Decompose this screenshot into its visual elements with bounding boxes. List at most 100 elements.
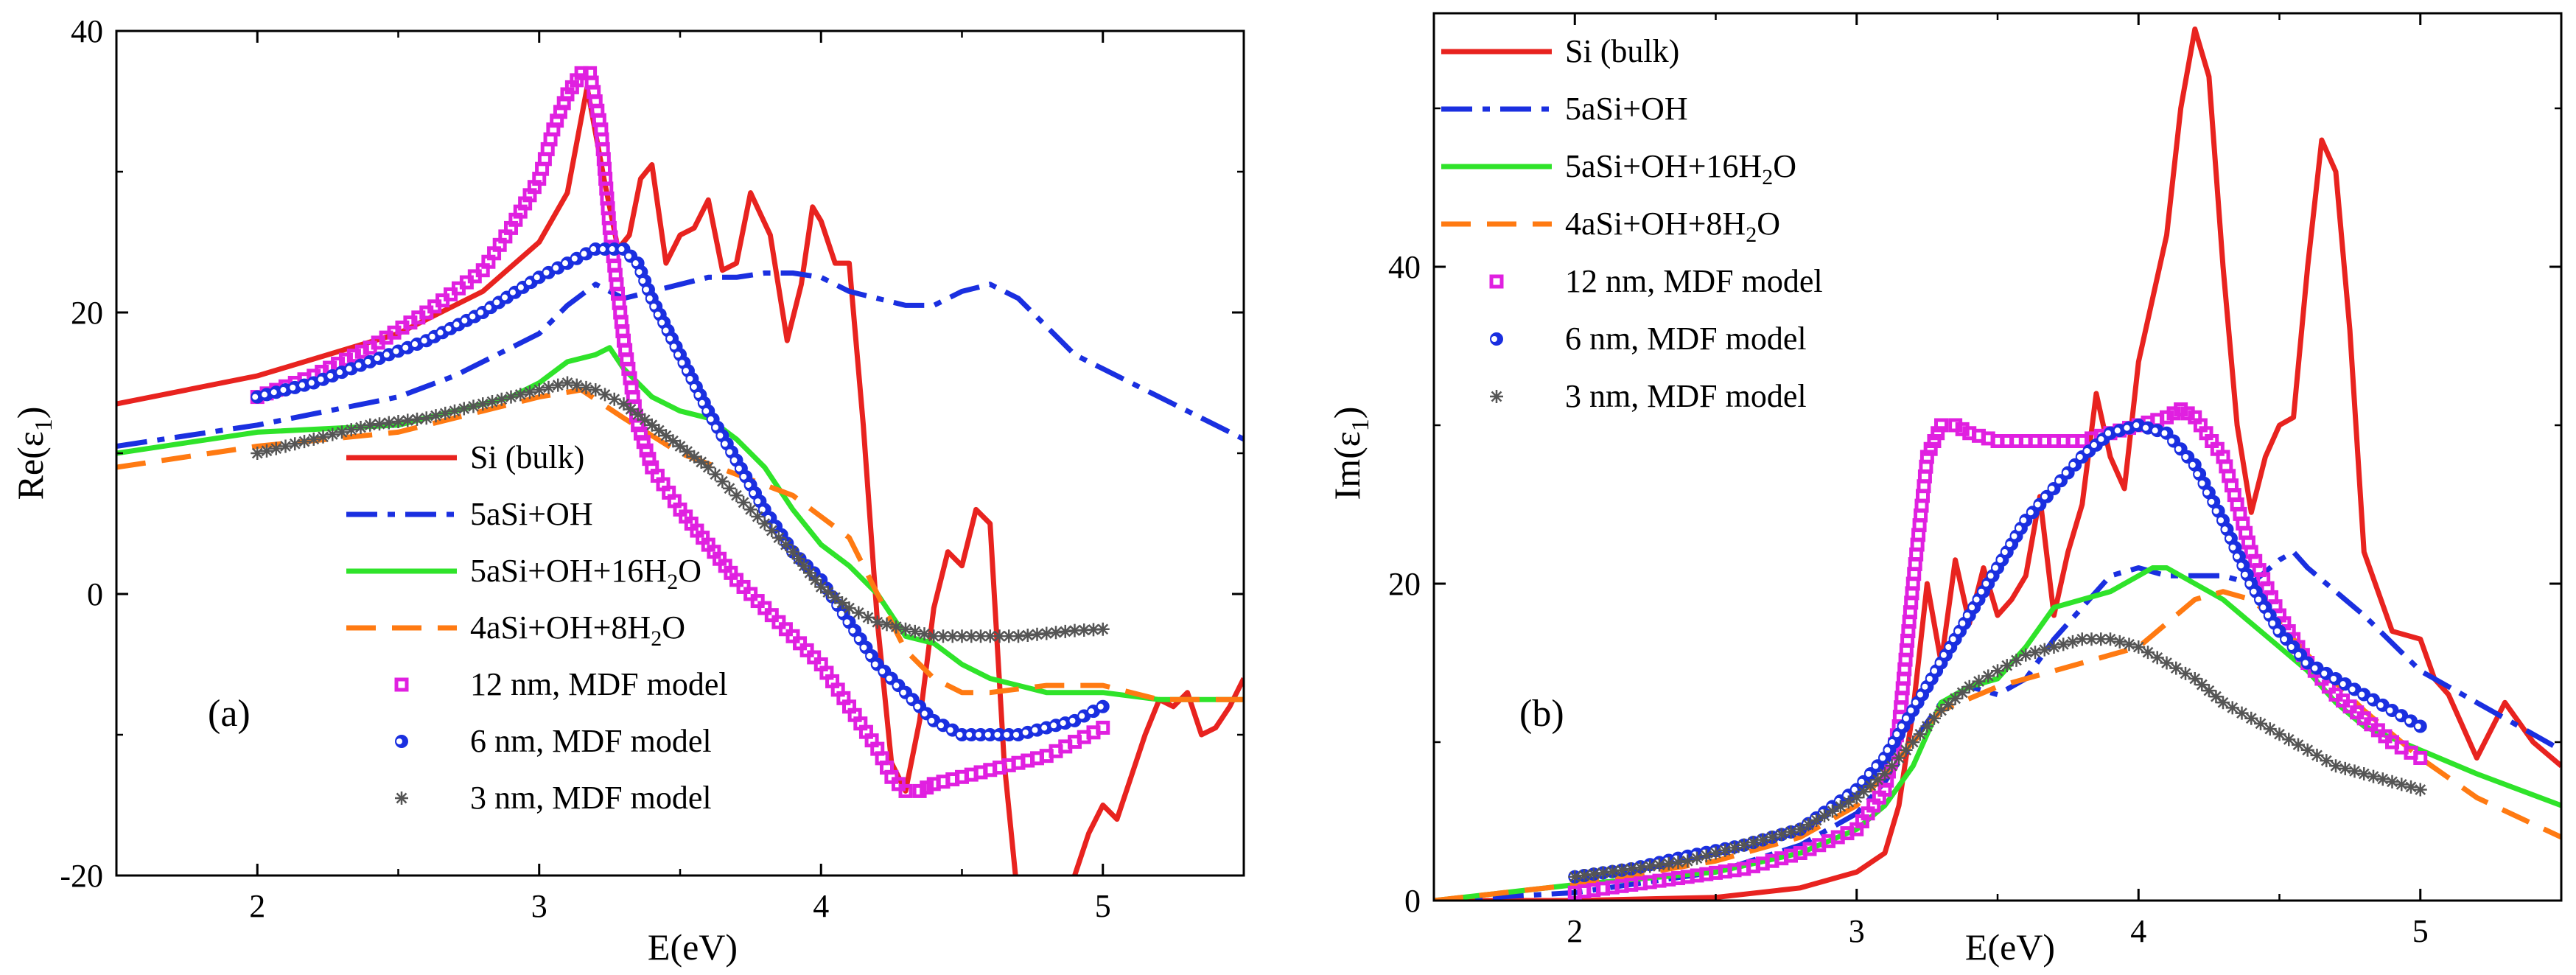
series-6-nm-mdf-model-point-highlight xyxy=(1872,763,1879,769)
series-6-nm-mdf-model-point-highlight xyxy=(421,338,427,344)
series-6-nm-mdf-model-point-highlight xyxy=(590,246,597,253)
series-3-nm-mdf-model-point xyxy=(1942,697,1956,711)
series-3-nm-mdf-model-point xyxy=(1699,849,1713,863)
series-6-nm-mdf-model-point-highlight xyxy=(1969,604,1975,611)
series-6-nm-mdf-model-point-highlight xyxy=(1936,660,1942,666)
series-3-nm-mdf-model-point xyxy=(680,444,694,458)
series-12-nm-mdf-model-point xyxy=(785,629,800,643)
series-3-nm-mdf-model-point xyxy=(2075,632,2089,646)
series-3-nm-mdf-model-point xyxy=(2357,767,2371,780)
series-6-nm-mdf-model-point-highlight xyxy=(1097,703,1104,710)
series-3-nm-mdf-model-point xyxy=(2132,640,2146,654)
series-3-nm-mdf-model-point xyxy=(814,580,828,594)
series-6-nm-mdf-model-point-highlight xyxy=(699,399,705,406)
series-3-nm-mdf-model-point xyxy=(917,627,931,641)
legend-entry-si-bulk: Si (bulk) xyxy=(1441,33,1679,69)
series-3-nm-mdf-model-point xyxy=(288,437,302,451)
series-6-nm-mdf-model-point-highlight xyxy=(437,329,444,336)
y-tick-label: 0 xyxy=(87,576,103,612)
series-6-nm-mdf-model-point-highlight xyxy=(721,441,728,447)
series-3-nm-mdf-model-point xyxy=(1040,626,1054,640)
y-axis-title: Im(ε1) xyxy=(1326,407,1374,500)
series-3-nm-mdf-model-point xyxy=(1068,623,1082,637)
series-12-nm-mdf-model-point xyxy=(736,579,751,594)
series-6-nm-mdf-model-point-highlight xyxy=(2288,644,2295,650)
legend-entry-5asi-oh-label: 5aSi+OH xyxy=(1565,91,1688,127)
series-6-nm-mdf-model-point-highlight xyxy=(502,294,508,301)
series-6-nm-mdf-model-point-highlight xyxy=(1013,732,1019,738)
series-6-nm-mdf-model-point-highlight xyxy=(872,661,878,668)
series-6-nm-mdf-model-point-highlight xyxy=(844,619,850,626)
series-6-nm-mdf-model-point-highlight xyxy=(2062,469,2069,476)
series-6-nm-mdf-model-point-highlight xyxy=(581,251,587,257)
series-4asi-oh-8h2o-line xyxy=(116,387,1244,702)
series-6-nm-mdf-model-point-highlight xyxy=(2339,681,2346,688)
series-6-nm-mdf-model-point-highlight xyxy=(1940,651,1947,658)
series-3-nm-mdf-model-point xyxy=(1030,627,1044,641)
series-6-nm-mdf-model-point-highlight xyxy=(1898,723,1905,730)
series-3-nm-mdf-model-point xyxy=(1671,856,1685,870)
series-3-nm-mdf-model-point xyxy=(1841,795,1855,809)
series-6-nm-mdf-model-point-highlight xyxy=(2015,525,2022,531)
series-si-bulk-line xyxy=(1434,27,2561,901)
series-3-nm-mdf-model-point xyxy=(2188,672,2202,685)
series-6-nm-mdf-model-point-highlight xyxy=(938,722,944,729)
series-3-nm-mdf-model-point xyxy=(659,429,673,443)
series-6-nm-mdf-model-point-highlight xyxy=(1880,755,1886,761)
series-12-nm-mdf-model xyxy=(250,66,1110,798)
series-12-nm-mdf-model-point xyxy=(2321,679,2336,694)
series-3-nm-mdf-model-point xyxy=(808,573,822,587)
series-3-nm-mdf-model-point xyxy=(1948,691,1962,705)
series-3-nm-mdf-model-point xyxy=(476,397,490,411)
x-axis-title: E(eV) xyxy=(648,926,738,968)
series-6-nm-mdf-model-point-highlight xyxy=(2105,430,2111,436)
series-3-nm-mdf-model-point xyxy=(1871,773,1885,787)
series-3-nm-mdf-model-point xyxy=(2122,637,2136,651)
series-3-nm-mdf-model-point xyxy=(1863,779,1877,793)
series-3-nm-mdf-model-point xyxy=(2047,640,2061,654)
series-5asi-oh xyxy=(1434,549,2561,901)
series-6-nm-mdf-model-point-highlight xyxy=(2056,478,2062,484)
series-6-nm-mdf-model-point-highlight xyxy=(984,732,991,738)
series-3-nm-mdf-model-point xyxy=(2169,661,2183,675)
series-6-nm-mdf-model-point-highlight xyxy=(717,433,724,439)
series-3-nm-mdf-model-point xyxy=(2376,772,2390,786)
series-12-nm-mdf-model-point xyxy=(2413,751,2428,765)
series-3-nm-mdf-model-point xyxy=(2254,716,2267,730)
legend-entry-12-nm-mdf-model-symbol xyxy=(394,677,409,692)
legend-entry-3-nm-mdf-model: 3 nm, MDF model xyxy=(1490,378,1807,414)
series-3-nm-mdf-model-point xyxy=(974,629,987,643)
series-3-nm-mdf-model-point xyxy=(993,629,1007,643)
series-3-nm-mdf-model-point xyxy=(2113,635,2127,649)
series-3-nm-mdf-model-point xyxy=(1825,804,1839,818)
series-6-nm-mdf-model-point-highlight xyxy=(741,473,747,480)
series-6-nm-mdf-model-point-highlight xyxy=(2124,424,2130,431)
series-6-nm-mdf-model-point-highlight xyxy=(2011,533,2017,539)
series-3-nm-mdf-model-point xyxy=(542,380,556,394)
legend: Si (bulk) 5aSi+OH 5aSi+OH+16H2O 4aSi+OH+8H2… xyxy=(346,439,728,816)
series-6-nm-mdf-model-point-highlight xyxy=(355,362,362,368)
x-axis-title: E(eV) xyxy=(1965,926,2055,968)
series-3-nm-mdf-model-point xyxy=(687,450,701,464)
series-6-nm-mdf-model-point-highlight xyxy=(2222,526,2228,533)
series-6-nm-mdf-model-point-highlight xyxy=(2225,535,2232,542)
series-6-nm-mdf-model-point-highlight xyxy=(412,340,418,347)
series-6-nm-mdf-model-point-highlight xyxy=(2133,422,2140,428)
series-3-nm-mdf-model-point xyxy=(2235,706,2249,720)
series-3-nm-mdf-model-point xyxy=(589,383,603,397)
series-6-nm-mdf-model-point-highlight xyxy=(2230,544,2236,551)
series-3-nm-mdf-model-point xyxy=(1681,854,1695,868)
series-6-nm-mdf-model-point-highlight xyxy=(759,506,766,513)
series-3-nm-mdf-model-point xyxy=(751,509,765,523)
series-3-nm-mdf-model-point xyxy=(2300,743,2314,757)
series-6-nm-mdf-model-point-highlight xyxy=(533,274,540,281)
series-5asi-oh-line xyxy=(1434,549,2561,901)
series-3-nm-mdf-model-point xyxy=(2066,635,2079,649)
legend-entry-5asi-oh-16h2o-label: 5aSi+OH+16H2O xyxy=(470,553,701,594)
series-3-nm-mdf-model-point xyxy=(2104,632,2117,646)
series-3-nm-mdf-model-point xyxy=(2141,646,2155,660)
series-12-nm-mdf-model-point xyxy=(807,650,822,665)
series-6-nm-mdf-model-point-highlight xyxy=(486,304,492,311)
series-6-nm-mdf-model-point-highlight xyxy=(1051,722,1057,729)
